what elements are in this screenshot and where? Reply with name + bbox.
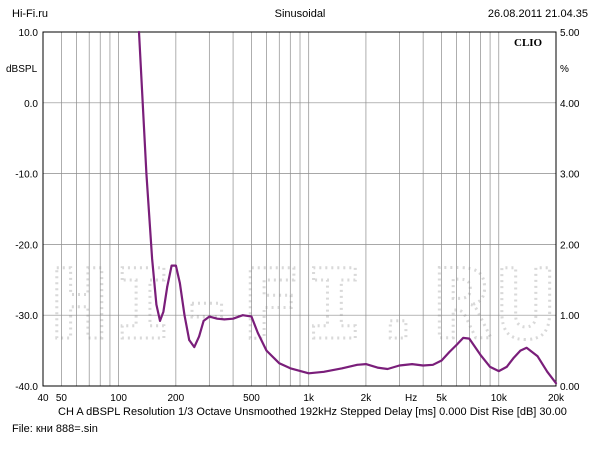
- x-tick-label: 50: [56, 393, 68, 404]
- data-point: [198, 335, 200, 338]
- data-point: [411, 363, 414, 365]
- data-point: [479, 353, 482, 356]
- data-point: [188, 339, 191, 341]
- data-point: [431, 363, 434, 366]
- data-point: [170, 264, 173, 267]
- data-point: [519, 349, 522, 352]
- y2-tick-label: 5.00: [560, 28, 580, 39]
- x-tick-label: 1k: [303, 393, 315, 404]
- measurement-info: CH A dBSPL Resolution 1/3 Octave Unsmoot…: [58, 406, 567, 418]
- x-axis: 40 50 100 200 500 1k 2k 5k 10k 20k: [37, 393, 565, 404]
- data-point: [555, 382, 557, 385]
- y-tick-label: -40.0: [15, 382, 38, 393]
- data-point: [289, 367, 292, 370]
- x-tick-label: 200: [168, 393, 185, 404]
- data-point: [223, 318, 226, 321]
- data-point: [166, 285, 169, 288]
- y2-tick-label: 0.00: [560, 382, 580, 393]
- data-point: [468, 337, 471, 340]
- x-tick-label: 100: [110, 393, 127, 404]
- data-point: [265, 349, 268, 352]
- data-point: [322, 370, 325, 373]
- data-point: [398, 364, 401, 367]
- data-point: [250, 315, 253, 318]
- x-tick-label: 10k: [491, 393, 508, 404]
- y2-axis: 5.00 4.00 3.00 2.00 1.00 0.00: [560, 28, 580, 393]
- data-point: [462, 336, 465, 339]
- data-point: [216, 317, 219, 320]
- data-point: [145, 172, 148, 175]
- y-axis: 10.0 0.0 -10.0 -20.0 -30.0 -40.0: [15, 28, 38, 393]
- data-point: [178, 282, 181, 285]
- x-tick-label: 500: [243, 393, 260, 404]
- data-point: [505, 365, 508, 368]
- data-point: [241, 314, 244, 317]
- file-name: File: кни 888=.sin: [12, 423, 98, 435]
- header-timestamp: 26.08.2011 21.04.35: [487, 8, 588, 20]
- data-point: [307, 372, 310, 375]
- data-point: [536, 355, 539, 358]
- data-point: [155, 303, 158, 306]
- y2-tick-label: 2.00: [560, 240, 580, 251]
- y2-tick-label: 1.00: [560, 311, 580, 322]
- y-tick-label: -10.0: [15, 170, 38, 181]
- data-point: [448, 351, 451, 353]
- data-point: [193, 346, 196, 348]
- data-point: [356, 363, 359, 366]
- data-point: [202, 319, 205, 322]
- x-tick-label: 5k: [436, 393, 448, 404]
- plot-frame: [42, 31, 557, 387]
- data-point: [208, 315, 211, 318]
- y-tick-label: -20.0: [15, 240, 38, 251]
- y2-tick-label: 4.00: [560, 99, 580, 110]
- grid: [43, 32, 556, 386]
- y2-tick-label: 3.00: [560, 170, 580, 181]
- data-point: [159, 319, 161, 322]
- chart-title: Sinusoidal: [274, 8, 326, 20]
- x-tick-label: 2k: [361, 393, 373, 404]
- data-point: [151, 257, 154, 260]
- data-point: [341, 367, 344, 370]
- data-point: [138, 31, 140, 33]
- header-left: Hi-Fi.ru: [12, 8, 49, 20]
- data-point: [386, 368, 389, 370]
- data-point: [489, 365, 491, 368]
- data-point: [278, 362, 281, 365]
- data-point: [162, 310, 165, 313]
- x-tick-label: 40: [37, 393, 49, 404]
- data-point: [497, 370, 500, 373]
- y-axis-label: dBSPL: [6, 64, 38, 75]
- data-point: [256, 332, 259, 334]
- data-point: [183, 314, 186, 317]
- data-point: [232, 317, 234, 320]
- y2-axis-label: %: [560, 64, 569, 75]
- data-point: [546, 370, 549, 373]
- y-tick-label: 10.0: [19, 28, 39, 39]
- data-point: [440, 359, 443, 362]
- series: [137, 30, 558, 385]
- data-point: [422, 364, 425, 367]
- y-tick-label: -30.0: [15, 311, 38, 322]
- data-point: [174, 264, 177, 267]
- x-unit-label: Hz: [405, 393, 417, 404]
- x-tick-label: 20k: [548, 393, 565, 404]
- brand-logo: CLIO: [514, 37, 543, 49]
- data-point: [525, 346, 528, 349]
- data-point: [376, 366, 379, 369]
- watermark: HI-FI.RU: [49, 248, 560, 363]
- data-point: [365, 363, 367, 365]
- data-point: [455, 344, 458, 346]
- data-point: [512, 356, 515, 359]
- watermark-text: HI-FI.RU: [50, 249, 560, 361]
- y-tick-label: 0.0: [24, 99, 38, 110]
